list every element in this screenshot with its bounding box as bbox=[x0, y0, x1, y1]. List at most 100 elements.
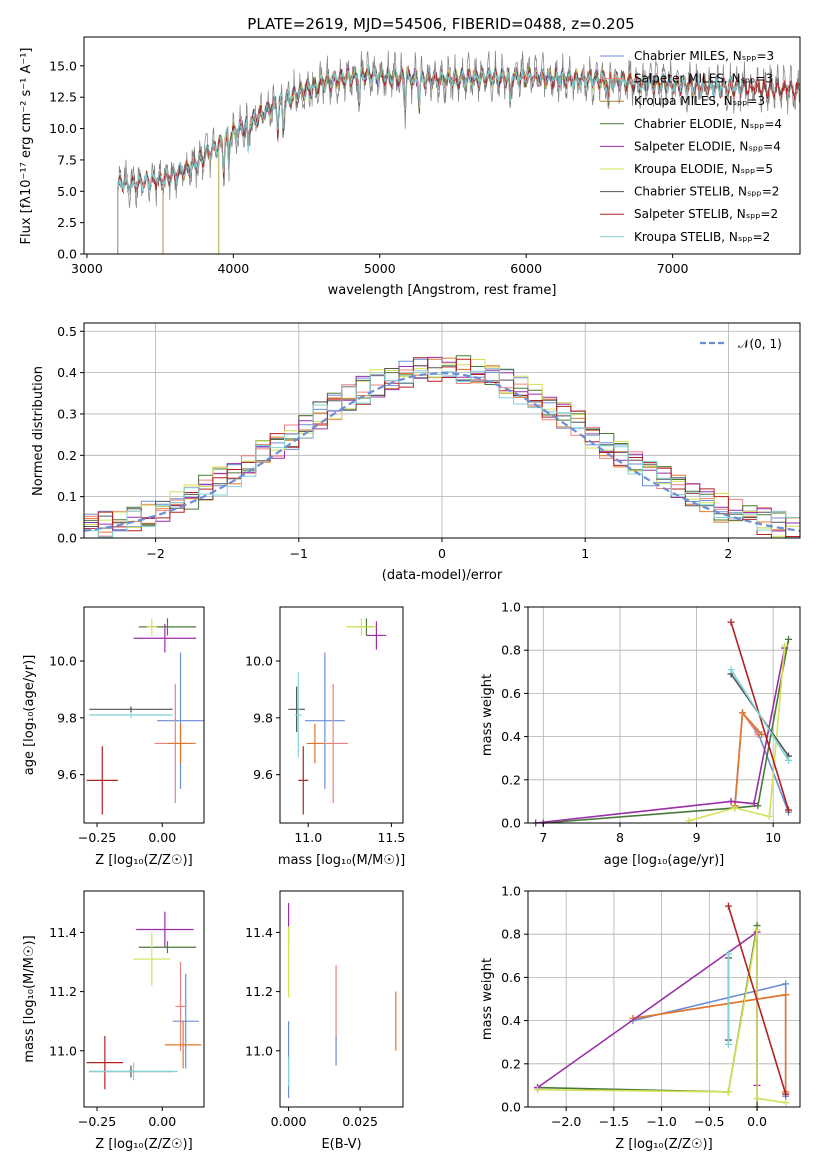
weight-vs-age-ytick-label: 0.6 bbox=[501, 686, 521, 701]
gaussian-legend-label: 𝒩(0, 1) bbox=[738, 337, 782, 351]
weight-vs-age-ytick-label: 1.0 bbox=[501, 600, 521, 615]
weight-vs-age-series-5 bbox=[688, 645, 786, 822]
residuals-panel: −2 −1 0 1 2 0.0 0.1 0.2 0.3 0.4 0.5 (data-model)/… bbox=[31, 322, 801, 583]
residuals-ytick-label: 0.1 bbox=[57, 489, 77, 504]
spectrum-ytick-label: 5.0 bbox=[57, 184, 77, 199]
weight-vs-age-marker-5-1 bbox=[731, 804, 739, 812]
weight-vs-age-xtick-label: 10 bbox=[765, 830, 781, 845]
spectrum-legend: Chabrier MILES, Nₛₚₚ=3 Salpeter MILES, Nₛ… bbox=[600, 49, 782, 244]
spectrum-ytick-label: 2.5 bbox=[57, 215, 77, 230]
age-vs-mass-axes-frame bbox=[279, 606, 404, 824]
spectrum-legend-label-7: Salpeter STELIB, Nₛₚₚ=2 bbox=[634, 207, 778, 221]
residuals-xlabel: (data-model)/error bbox=[382, 568, 503, 583]
mass-vs-ebv-panel: 0.000 0.025 11.0 11.2 11.4 E(B-V) bbox=[245, 890, 404, 1152]
mass-vs-Z-xlabel: Z [log₁₀(Z/Z☉)] bbox=[95, 1137, 192, 1152]
spectrum-legend-label-5: Kroupa ELODIE, Nₛₚₚ=5 bbox=[634, 162, 773, 176]
weight-vs-age-series-3 bbox=[543, 639, 790, 824]
weight-vs-age-ytick-label: 0.4 bbox=[501, 729, 521, 744]
weight-vs-Z-marker-5-1 bbox=[724, 1088, 732, 1096]
gaussian-curve bbox=[83, 371, 801, 532]
mass-vs-EBV-xlabel: E(B-V) bbox=[321, 1137, 361, 1152]
weight-vs-Z-xtick-label: −0.5 bbox=[694, 1114, 724, 1129]
age-vs-Z-xtick-label: −0.25 bbox=[78, 830, 116, 845]
weight-vs-age-axes-frame bbox=[527, 606, 801, 824]
spectrum-xtick-label: 3000 bbox=[71, 261, 103, 276]
mass-vs-EBV-axes-frame bbox=[279, 890, 404, 1108]
age-vs-mass-xtick-label: 11.0 bbox=[294, 830, 322, 845]
age-vs-Z-xtick-label: 0.00 bbox=[148, 830, 176, 845]
spectrum-panel: PLATE=2619, MJD=54506, FIBERID=0488, z=0… bbox=[19, 15, 801, 298]
mass-vs-Z-ylabel: mass [log₁₀(M/M☉)] bbox=[22, 935, 37, 1062]
mass-vs-EBV-xtick-label: 0.025 bbox=[342, 1114, 378, 1129]
spectrum-xtick-label: 5000 bbox=[364, 261, 396, 276]
spectrum-ytick-label: 7.5 bbox=[57, 152, 77, 167]
mass-vs-Z-xtick-label: 0.00 bbox=[148, 1114, 176, 1129]
weight-vs-age-xtick-label: 7 bbox=[539, 830, 547, 845]
spectrum-legend-label-1: Salpeter MILES, Nₛₚₚ=3 bbox=[634, 72, 773, 86]
mass-vs-metallicity-panel: −0.25 0.00 11.0 11.2 11.4 Z [log₁₀(Z/Z☉)] mass… bbox=[22, 890, 205, 1152]
age-vs-Z-ytick-label: 9.8 bbox=[57, 710, 77, 725]
model-spectrum-line-4 bbox=[218, 62, 644, 254]
weight-vs-age-ytick-label: 0.0 bbox=[501, 816, 521, 831]
residuals-xtick-label: 0 bbox=[438, 546, 446, 561]
spectrum-plot-area bbox=[117, 50, 801, 254]
weight-vs-Z-marker-5-4 bbox=[782, 1099, 790, 1107]
age-vs-mass-ytick-label: 10.0 bbox=[245, 654, 273, 669]
residuals-xtick-label: −2 bbox=[146, 546, 164, 561]
spectrum-ytick-label: 15.0 bbox=[49, 58, 77, 73]
weight-vs-age-panel: 7 8 9 10 0.0 0.2 0.4 0.6 0.8 1.0 age [log₁₀(age/yr… bbox=[480, 600, 801, 868]
model-spectrum-line-5 bbox=[218, 65, 644, 254]
weight-vs-Z-marker-7-0 bbox=[724, 902, 732, 910]
weight-vs-age-marker-4-1 bbox=[727, 797, 735, 805]
spectrum-y-ticks: 0.0 2.5 5.0 7.5 10.0 12.5 15.0 bbox=[49, 58, 84, 262]
mass-vs-Z-ytick-label: 11.2 bbox=[49, 984, 77, 999]
residuals-histogram-7 bbox=[84, 357, 800, 539]
spectrum-legend-label-8: Kroupa STELIB, Nₛₚₚ=2 bbox=[634, 230, 770, 244]
weight-vs-Z-marker-8-0 bbox=[724, 950, 732, 958]
age-vs-mass-xlabel: mass [log₁₀(M/M☉)] bbox=[278, 853, 405, 868]
spectrum-legend-label-4: Salpeter ELODIE, Nₛₚₚ=4 bbox=[634, 139, 781, 153]
spectrum-legend-label-2: Kroupa MILES, Nₛₚₚ=3 bbox=[634, 94, 765, 108]
mass-vs-Z-ytick-label: 11.4 bbox=[49, 925, 77, 940]
mass-vs-EBV-ytick-label: 11.4 bbox=[245, 925, 273, 940]
residuals-ytick-label: 0.4 bbox=[57, 365, 77, 380]
spectrum-xlabel: wavelength [Angstrom, rest frame] bbox=[328, 283, 557, 298]
spectrum-legend-label-3: Chabrier ELODIE, Nₛₚₚ=4 bbox=[634, 117, 782, 131]
age-vs-Z-ylabel: age [log₁₀(age/yr)] bbox=[22, 655, 37, 776]
weight-vs-Z-marker-5-2 bbox=[753, 926, 761, 934]
weight-vs-age-marker-7-0 bbox=[727, 618, 735, 626]
residuals-histogram-4 bbox=[84, 356, 800, 532]
weight-vs-age-marker-5-2 bbox=[765, 813, 773, 821]
residuals-ylabel: Normed distribution bbox=[31, 366, 46, 496]
residuals-plot-area bbox=[83, 355, 801, 539]
residuals-xtick-label: 2 bbox=[724, 546, 732, 561]
residuals-xtick-label: −1 bbox=[290, 546, 308, 561]
spectrum-ytick-label: 10.0 bbox=[49, 121, 77, 136]
weight-vs-age-series-8 bbox=[730, 669, 790, 761]
residuals-ytick-label: 0.3 bbox=[57, 406, 77, 421]
weight-vs-Z-ytick-label: 0.8 bbox=[501, 927, 521, 942]
mass-vs-Z-axes-frame bbox=[83, 890, 205, 1108]
weight-vs-age-marker-3-2 bbox=[754, 802, 762, 810]
spectrum-ytick-label: 12.5 bbox=[49, 90, 77, 105]
age-vs-mass-ytick-label: 9.6 bbox=[253, 767, 273, 782]
weight-vs-age-marker-2-2 bbox=[758, 730, 766, 738]
age-vs-metallicity-panel: −0.25 0.00 9.6 9.8 10.0 Z [log₁₀(Z/Z☉)] age [l… bbox=[22, 606, 205, 868]
weight-vs-Z-axes-frame bbox=[527, 890, 801, 1108]
weight-vs-metallicity-panel: −2.0 −1.5 −1.0 −0.5 0.0 0.0 0.2 0.4 0.6 0.8 1.0 Z [… bbox=[480, 884, 801, 1152]
model-spectrum-line-3 bbox=[218, 64, 644, 254]
weight-vs-age-series-4 bbox=[535, 647, 786, 824]
weight-vs-Z-series-4 bbox=[537, 930, 758, 1089]
age-vs-mass-panel: 11.0 11.5 9.6 9.8 10.0 mass [log₁₀(M/M☉)] bbox=[245, 606, 405, 868]
residuals-ytick-label: 0.5 bbox=[57, 324, 77, 339]
weight-vs-Z-marker-5-3 bbox=[753, 1094, 761, 1102]
weight-vs-Z-xtick-label: −1.0 bbox=[646, 1114, 676, 1129]
age-vs-Z-axes-frame bbox=[83, 606, 205, 824]
spectrum-ytick-label: 0.0 bbox=[57, 247, 77, 262]
spectrum-axes-frame bbox=[83, 36, 801, 255]
weight-vs-age-marker-2-1 bbox=[739, 709, 747, 717]
weight-vs-age-xlabel: age [log₁₀(age/yr)] bbox=[604, 853, 725, 868]
weight-vs-age-marker-8-0 bbox=[727, 666, 735, 674]
spectrum-ylabel: Flux [fλ10⁻¹⁷ erg cm⁻² s⁻¹ A⁻¹] bbox=[19, 48, 34, 245]
